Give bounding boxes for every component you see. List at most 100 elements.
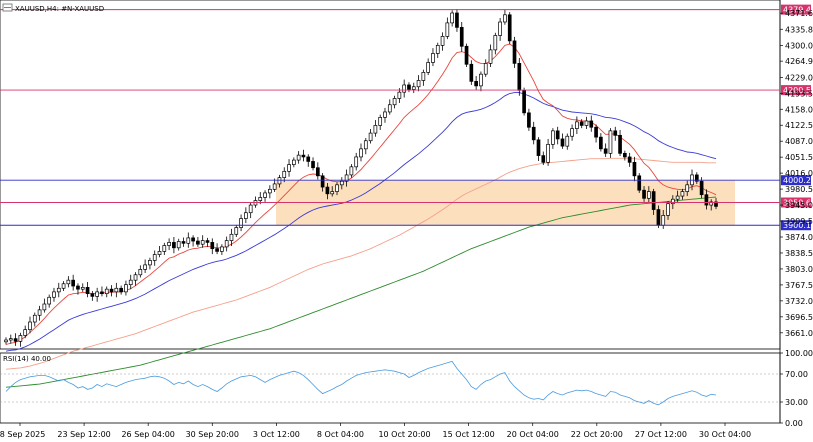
- candle-body: [210, 242, 215, 250]
- candle-body: [32, 314, 37, 323]
- candle-body: [104, 288, 109, 295]
- candle-body: [244, 212, 248, 219]
- candle-body: [23, 329, 28, 336]
- candle-body: [608, 130, 613, 154]
- candle-body: [575, 121, 579, 129]
- candle-body: [344, 174, 349, 182]
- candle-body: [714, 201, 718, 207]
- candle-body: [498, 21, 502, 36]
- ema-mid-line: [5, 92, 717, 352]
- candle-body: [272, 183, 277, 190]
- candle-body: [325, 186, 330, 195]
- candle-body: [239, 218, 243, 228]
- candle-body: [546, 143, 550, 163]
- ema-long-line: [5, 196, 717, 388]
- candle-body: [416, 80, 421, 88]
- candle-body: [162, 245, 167, 252]
- candle-body: [565, 135, 570, 147]
- candle-body: [560, 138, 565, 147]
- price-tick-label: 4051.50: [785, 153, 813, 162]
- candle-body: [450, 12, 454, 24]
- candle-body: [138, 269, 143, 276]
- candle-body: [176, 241, 181, 249]
- candle-body: [536, 139, 541, 156]
- candle-body: [133, 274, 138, 281]
- price-tick-label: 3661.00: [785, 329, 813, 338]
- candle-body: [445, 22, 450, 37]
- candle-body: [109, 288, 114, 293]
- candle-body: [378, 117, 383, 126]
- candle-body: [335, 184, 339, 192]
- candle-body: [431, 53, 435, 63]
- candle-body: [90, 293, 95, 297]
- price-tick-label: 3803.00: [785, 265, 813, 274]
- price-level-label: 3900.13: [783, 221, 813, 230]
- candle-body: [37, 309, 42, 316]
- candle-body: [421, 72, 426, 81]
- candle-body: [61, 283, 66, 289]
- candle-body: [613, 130, 618, 136]
- candle-body: [479, 73, 483, 87]
- symbol-header: XAUUSD,H4: #N-XAUUSD: [2, 3, 104, 13]
- candle-body: [114, 287, 119, 293]
- price-tick-label: 3874.00: [785, 233, 813, 242]
- candle-body: [623, 152, 627, 158]
- candle-body: [579, 121, 584, 126]
- price-tick-label: 4087.00: [785, 137, 813, 146]
- candle-body: [268, 188, 272, 194]
- candle-body: [224, 240, 229, 248]
- candle-body: [205, 240, 210, 243]
- candle-body: [618, 134, 622, 154]
- candle-body: [383, 111, 387, 118]
- candle-body: [570, 128, 574, 137]
- candle-body: [551, 130, 555, 145]
- candle-body: [392, 98, 397, 106]
- candle-body: [220, 246, 224, 252]
- candle-body: [435, 45, 440, 54]
- candle-body: [248, 204, 253, 214]
- price-level-label: 4200.58: [783, 86, 813, 95]
- ema-slow-line: [5, 157, 716, 370]
- candle-body: [52, 291, 56, 298]
- candle-body: [363, 140, 368, 150]
- price-tick-label: 4229.00: [785, 73, 813, 82]
- candle-body: [66, 279, 71, 285]
- candle-body: [694, 174, 699, 182]
- candle-body: [287, 164, 291, 172]
- price-tick-label: 3980.50: [785, 185, 813, 194]
- candle-body: [522, 90, 526, 114]
- time-tick-label: 18 Sep 2025: [0, 430, 45, 439]
- candle-body: [402, 84, 407, 93]
- price-level-tag: [781, 197, 811, 208]
- candle-body: [85, 287, 90, 295]
- rsi-layer: [0, 360, 780, 406]
- candle-body: [647, 191, 651, 199]
- price-tick-label: 3945.00: [785, 201, 813, 210]
- price-level-label: 3950.69: [783, 199, 813, 208]
- candle-body: [28, 321, 32, 331]
- rsi-line: [5, 360, 717, 406]
- price-tick-label: 3767.50: [785, 281, 813, 290]
- candle-body: [599, 136, 603, 150]
- price-level-label: 4379.49: [783, 6, 813, 15]
- candle-body: [704, 194, 709, 206]
- price-tick-label: 3909.50: [785, 217, 813, 226]
- candle-body: [527, 112, 531, 128]
- price-tick-label: 4300.00: [785, 41, 813, 50]
- rsi-tick-label: 70.00: [785, 370, 808, 379]
- candle-body: [80, 287, 85, 290]
- candle-body: [148, 260, 152, 266]
- rsi-tick-label: 0.00: [785, 419, 803, 428]
- candle-body: [632, 161, 637, 177]
- candle-body: [143, 264, 147, 270]
- candle-body: [234, 227, 239, 235]
- candle-body: [315, 167, 320, 177]
- candle-body: [56, 287, 61, 293]
- price-tick-label: 3732.00: [785, 297, 813, 306]
- candle-body: [666, 203, 670, 216]
- time-tick-label: 20 Oct 04:00: [507, 430, 559, 439]
- candle-body: [263, 192, 267, 198]
- candle-body: [229, 233, 234, 241]
- axis-labels-layer: 4371.60 4335.85 4300.00 4264.95 4229.00 4193.…: [0, 9, 813, 439]
